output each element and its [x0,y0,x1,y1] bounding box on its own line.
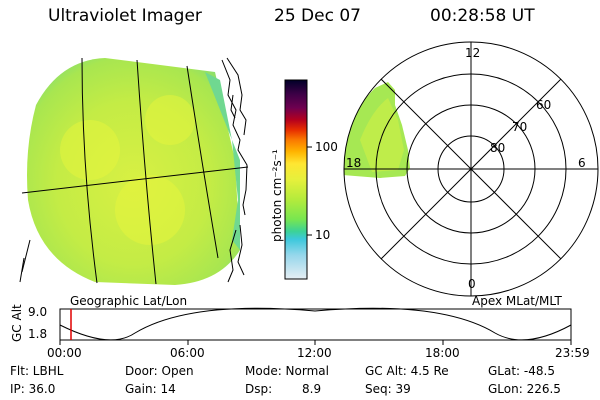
altitude-xtick: 18:00 [425,346,460,360]
dsp-label: Dsp: [245,382,273,396]
mlat-label-70: 70 [512,120,528,134]
altitude-xtick: 00:00 [47,346,82,360]
altitude-ytick-high: 9.0 [28,305,48,319]
coastline [19,57,248,283]
dsp-value: 8.9 [302,382,322,396]
colorbar [284,79,308,280]
mlt-label-6: 6 [578,156,586,170]
gc-alt-readout: GC Alt: 4.5 Re [365,364,449,378]
mlt-label-12: 12 [465,46,481,60]
mlat-label-80: 80 [490,141,506,155]
colorbar-label: photon cm⁻²s⁻¹ [270,149,284,242]
colorbar-tick-10: 10 [315,228,331,242]
glon-readout: GLon: 226.5 [488,382,561,396]
right-panel-caption: Apex MLat/MLT [472,294,562,308]
polar-plot [343,41,599,297]
time-label: 00:28:58 UT [430,6,535,26]
altitude-xtick: 12:00 [297,346,332,360]
mode-readout: Mode: Normal [245,364,329,378]
date-label: 25 Dec 07 [274,6,361,26]
mlt-label-0: 0 [468,277,476,291]
seq-readout: Seq: 39 [365,382,411,396]
mlat-label-60: 60 [536,98,552,112]
colorbar-tick-100: 100 [315,140,338,154]
uv-image-disk [27,58,240,285]
instrument-title: Ultraviolet Imager [48,6,202,26]
gain-readout: Gain: 14 [125,382,176,396]
filter-readout: Flt: LBHL [10,364,64,378]
altitude-xtick: 23:59 [555,346,590,360]
door-readout: Door: Open [125,364,194,378]
latlon-grid [21,57,249,285]
altitude-xtick: 06:00 [170,346,205,360]
altitude-ylabel: GC Alt [10,304,24,342]
ip-readout: IP: 36.0 [10,382,56,396]
altitude-plot [59,307,572,345]
left-panel-caption: Geographic Lat/Lon [70,294,188,308]
mlt-label-18: 18 [346,156,362,170]
glat-readout: GLat: -48.5 [488,364,555,378]
altitude-ytick-low: 1.8 [28,327,48,341]
